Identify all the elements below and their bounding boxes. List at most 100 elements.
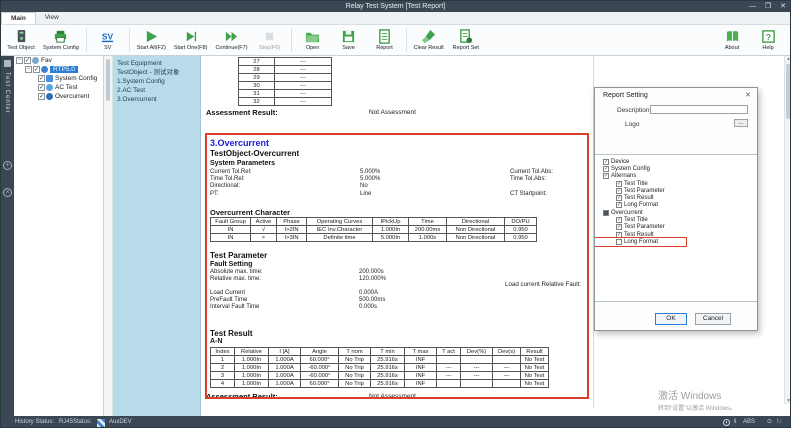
report-tree-item-test-title[interactable]: ✓ Test Title xyxy=(595,180,757,187)
cancel-button[interactable]: Cancel xyxy=(695,313,731,325)
parameter-value: 5.000% xyxy=(360,176,381,183)
stop-button[interactable]: Stop(F6) xyxy=(252,25,288,55)
test-object-button[interactable]: Test Object xyxy=(3,25,39,55)
system-config-button[interactable]: System Config xyxy=(39,25,83,55)
scroll-down-icon[interactable]: ▼ xyxy=(786,398,791,404)
start-one-button[interactable]: Start One(F8) xyxy=(170,25,212,55)
tree-node-system-config[interactable]: ✓ System Config xyxy=(14,74,103,83)
report-outline-panel: Test Equipment TestObject - 测试对象 1.System … xyxy=(113,56,201,416)
overcurrent-checkbox[interactable]: ✓ xyxy=(38,93,45,100)
report-tree-item-test-result[interactable]: ✓ Test Result xyxy=(595,194,757,202)
long-format-checkbox[interactable] xyxy=(616,238,622,245)
long-format-checkbox[interactable]: ✓ xyxy=(616,202,622,209)
report-set-button[interactable]: Report Set xyxy=(448,25,484,55)
tab-view[interactable]: View xyxy=(44,14,59,21)
system-config-checkbox[interactable]: ✓ xyxy=(38,75,45,82)
report-tree-item-test-parameter[interactable]: ✓ Test Parameter xyxy=(595,224,757,231)
scrollbar-thumb[interactable] xyxy=(106,59,110,101)
report-tree-item-overcurrent[interactable]: Overcurrent xyxy=(595,209,757,216)
table-cell xyxy=(460,355,493,364)
help-button[interactable]: ? Help xyxy=(750,25,786,55)
windows-activation-watermark: 激活 Windows 转到“设置”以激活 Windows。 xyxy=(658,387,736,412)
ac-test-checkbox[interactable]: ✓ xyxy=(38,84,45,91)
tree-scrollbar[interactable] xyxy=(104,56,113,416)
toolbar-button-label: Report xyxy=(376,45,393,51)
device-checkbox[interactable]: ✓ xyxy=(603,158,609,165)
logo-browse-button[interactable]: ... xyxy=(734,119,748,127)
continue-button[interactable]: Continue(F7) xyxy=(211,25,251,55)
ok-button[interactable]: OK xyxy=(655,313,687,325)
test-title-checkbox[interactable]: ✓ xyxy=(616,180,622,187)
test-result-checkbox[interactable]: ✓ xyxy=(616,195,622,202)
report-scrollbar[interactable]: ▲ ▼ xyxy=(784,56,791,404)
tree-node-root[interactable]: − ✓ Fav xyxy=(14,56,103,65)
collapse-icon[interactable]: − xyxy=(25,66,32,73)
scroll-up-icon[interactable]: ▲ xyxy=(786,56,791,62)
window-title: Relay Test System [Test Report] xyxy=(345,3,446,10)
description-input[interactable] xyxy=(650,105,748,114)
report-tree-item-test-result[interactable]: ✓ Test Result xyxy=(595,231,757,238)
column-header: Fault Group xyxy=(210,217,251,226)
table-cell: Definite time xyxy=(306,233,373,242)
parameter-label: Time Tol.Rel: xyxy=(210,176,245,183)
minimize-button[interactable]: — xyxy=(748,3,756,10)
fault-label: Absolute max. time: xyxy=(210,269,263,275)
table-cell: --- xyxy=(436,371,461,380)
nav-item-test-equipment[interactable]: Test Equipment xyxy=(117,60,162,67)
table-row: IN √ I>2IN IEC Inv.Character 1.000In 200.00ms… xyxy=(210,225,537,234)
maximize-button[interactable]: ❐ xyxy=(764,3,772,10)
clear-result-icon xyxy=(421,29,436,44)
report-tree-item-alternans[interactable]: ✓ Alternans xyxy=(595,173,757,180)
add-circle-icon[interactable]: + xyxy=(3,161,12,170)
toolbar-button-label: Start All(F2) xyxy=(136,45,166,51)
nav-item-2-ac-test[interactable]: 2.AC Test xyxy=(117,87,146,94)
sv-button[interactable]: SV SV xyxy=(90,25,126,55)
scrollbar-thumb[interactable] xyxy=(786,64,790,119)
clear-result-button[interactable]: Clear Result xyxy=(410,25,448,55)
close-circle-icon[interactable]: × xyxy=(3,188,12,197)
parameter-label: Current Tol.Rel: xyxy=(210,169,252,175)
report-tree-item-test-title[interactable]: ✓ Test Title xyxy=(595,216,757,224)
dialog-close-icon[interactable]: ✕ xyxy=(745,92,751,99)
close-button[interactable]: ✕ xyxy=(780,3,786,10)
overcurrent-checkbox[interactable] xyxy=(603,209,609,216)
tree-node-project[interactable]: − ✓ RTP5.0 xyxy=(14,65,103,74)
nav-item-1-system-config[interactable]: 1.System Config xyxy=(117,78,165,85)
fault-setting-row: PreFault Time 500.00ms xyxy=(210,297,500,304)
open-button[interactable]: Open xyxy=(295,25,331,55)
report-tree-item-long-format[interactable]: Long Format xyxy=(595,237,687,247)
svg-text:?: ? xyxy=(765,32,770,42)
nav-item-testobject[interactable]: TestObject - 测试对象 xyxy=(117,69,180,76)
overcurrent-character-table: Fault Group Active Phase Operating Curves IP… xyxy=(210,217,537,242)
test-parameter-checkbox[interactable]: ✓ xyxy=(616,187,622,194)
test-title-checkbox[interactable]: ✓ xyxy=(616,217,622,224)
save-button[interactable]: Save xyxy=(331,25,367,55)
report-tree-item-device[interactable]: ✓ Device xyxy=(595,158,757,165)
table-cell xyxy=(492,379,521,388)
table-row: 32 --- xyxy=(238,97,332,106)
tree-node-ac-test[interactable]: ✓ AC Test xyxy=(14,83,103,92)
tab-main[interactable]: Main xyxy=(1,12,36,24)
report-tree-item-system-config[interactable]: ✓ System Config xyxy=(595,165,757,172)
start-all-button[interactable]: Start All(F2) xyxy=(133,25,170,55)
history-status-label: History Status: xyxy=(15,419,55,425)
pin-icon[interactable] xyxy=(4,60,11,67)
table-cell: IN xyxy=(210,225,251,234)
test-parameter-checkbox[interactable]: ✓ xyxy=(616,224,622,231)
report-icon xyxy=(377,29,392,44)
table-cell: 1.000In xyxy=(234,363,269,372)
project-checkbox[interactable]: ✓ xyxy=(33,66,40,73)
report-tree-item-long-format[interactable]: ✓ Long Format xyxy=(595,202,757,209)
table-cell: --- xyxy=(274,65,332,74)
report-button[interactable]: Report xyxy=(367,25,403,55)
alternans-checkbox[interactable]: ✓ xyxy=(603,173,609,180)
nav-item-3-overcurrent[interactable]: 3.Overcurrent xyxy=(117,96,157,103)
about-button[interactable]: About xyxy=(714,25,750,55)
report-tree-item-test-parameter[interactable]: ✓ Test Parameter xyxy=(595,187,757,194)
system-config-checkbox[interactable]: ✓ xyxy=(603,165,609,172)
folder-icon xyxy=(32,57,39,64)
collapse-icon[interactable]: − xyxy=(16,57,23,64)
test-result-checkbox[interactable]: ✓ xyxy=(616,231,622,238)
tree-node-overcurrent[interactable]: ✓ Overcurrent xyxy=(14,92,103,101)
root-checkbox[interactable]: ✓ xyxy=(24,57,31,64)
